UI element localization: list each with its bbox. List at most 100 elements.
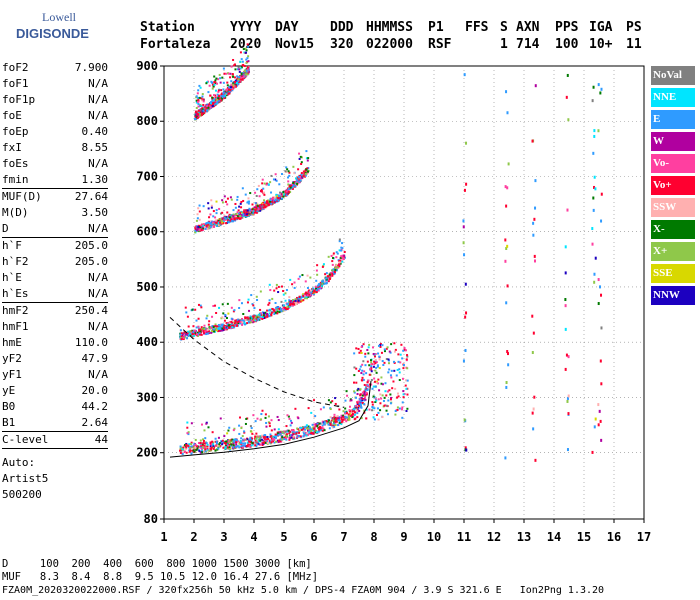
echo-point	[305, 424, 308, 427]
noise-point	[566, 399, 569, 403]
echo-point	[233, 326, 236, 329]
echo-point	[259, 436, 262, 439]
echo-point	[199, 439, 202, 442]
echo-point	[344, 412, 347, 415]
echo-point	[382, 364, 385, 367]
echo-point	[201, 423, 204, 426]
echo-point	[197, 96, 200, 99]
echo-point	[280, 285, 283, 288]
echo-point	[270, 200, 273, 203]
echo-point	[227, 429, 230, 432]
echo-point	[238, 306, 241, 309]
echo-point	[219, 212, 222, 215]
echo-point	[333, 416, 336, 419]
echo-point	[340, 249, 343, 252]
echo-point	[376, 414, 379, 417]
echo-point	[274, 311, 277, 314]
echo-point	[192, 331, 195, 334]
echo-point	[288, 305, 291, 308]
echo-point	[211, 83, 214, 86]
echo-point	[331, 274, 334, 277]
echo-point	[306, 167, 309, 170]
echo-point	[298, 157, 301, 160]
echo-point	[182, 334, 185, 337]
echo-point	[203, 446, 206, 449]
echo-point	[363, 370, 366, 373]
echo-point	[229, 196, 232, 199]
echo-point	[275, 306, 278, 309]
echo-point	[270, 313, 273, 316]
echo-point	[242, 63, 245, 66]
echo-point	[298, 429, 301, 432]
x-tick-label: 15	[577, 530, 591, 544]
echo-point	[197, 207, 200, 210]
echo-point	[310, 430, 313, 433]
echo-point	[384, 390, 387, 393]
echo-point	[275, 287, 278, 290]
echo-point	[254, 319, 257, 322]
echo-point	[214, 449, 217, 452]
echo-point	[197, 110, 200, 113]
echo-point	[255, 206, 258, 209]
echo-point	[221, 211, 224, 214]
echo-point	[262, 203, 265, 206]
header-value: 714	[516, 37, 540, 52]
echo-point	[243, 321, 246, 324]
echo-point	[338, 408, 341, 411]
echo-point	[229, 76, 232, 79]
echo-point	[298, 428, 301, 431]
echo-point	[215, 97, 218, 100]
echo-point	[195, 219, 198, 222]
echo-point	[238, 212, 241, 215]
echo-point	[198, 445, 201, 448]
echo-point	[331, 419, 334, 422]
echo-point	[334, 266, 337, 269]
echo-point	[298, 152, 301, 155]
echo-point	[225, 328, 228, 331]
echo-point	[288, 301, 291, 304]
echo-point	[235, 323, 238, 326]
echo-point	[388, 389, 391, 392]
echo-point	[350, 399, 353, 402]
header-label: HHMMSS	[366, 20, 413, 35]
noise-point	[462, 225, 465, 229]
echo-point	[242, 75, 245, 78]
echo-point	[243, 320, 246, 323]
echo-point	[256, 210, 259, 213]
echo-point	[310, 431, 313, 434]
noise-point	[600, 438, 603, 442]
echo-point	[306, 295, 309, 298]
echo-point	[236, 195, 239, 198]
echo-point	[292, 437, 295, 440]
echo-point	[200, 97, 203, 100]
echo-point	[201, 108, 204, 111]
echo-point	[246, 316, 249, 319]
echo-point	[209, 106, 212, 109]
echo-point	[277, 285, 280, 288]
echo-point	[246, 201, 249, 204]
echo-point	[364, 386, 367, 389]
echo-point	[374, 398, 377, 401]
header-label: YYYY	[230, 20, 262, 35]
header-value: Nov15	[275, 37, 315, 52]
echo-point	[296, 431, 299, 434]
echo-point	[253, 315, 256, 318]
echo-point	[252, 316, 255, 319]
noise-point	[532, 221, 535, 225]
echo-point	[212, 101, 215, 104]
echo-point	[321, 429, 324, 432]
echo-point	[214, 99, 217, 102]
echo-point	[279, 431, 282, 434]
echo-point	[233, 427, 236, 430]
echo-point	[333, 271, 336, 274]
echo-point	[199, 441, 202, 444]
echo-point	[226, 197, 229, 200]
echo-point	[201, 228, 204, 231]
echo-point	[203, 324, 206, 327]
echo-point	[289, 303, 292, 306]
echo-point	[227, 447, 230, 450]
echo-point	[257, 184, 260, 187]
echo-point	[207, 226, 210, 229]
echo-point	[226, 446, 229, 449]
echo-point	[245, 69, 248, 72]
